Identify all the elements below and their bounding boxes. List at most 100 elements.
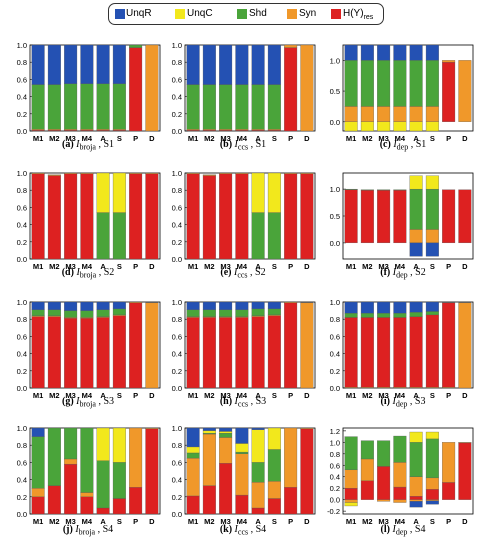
bar-segment <box>425 188 439 230</box>
bar-segment <box>442 60 456 63</box>
bar-segment <box>202 433 216 486</box>
bar-segment <box>251 44 265 85</box>
bar-segment <box>31 496 45 515</box>
x-tick-label: A <box>255 134 261 143</box>
x-tick-label: D <box>462 517 468 526</box>
x-tick-label: S <box>430 134 435 143</box>
bar-segment-negative <box>344 499 358 503</box>
x-tick-label: M4 <box>82 134 93 143</box>
panel-caption: (g) Ibroja , S3 <box>62 396 114 409</box>
bar-segment <box>409 229 423 244</box>
x-tick-label: M4 <box>395 517 406 526</box>
bar-segment <box>251 482 265 509</box>
legend-swatch-shd <box>237 9 247 19</box>
y-tick-label: -0.2 <box>327 507 340 516</box>
x-tick-label: M1 <box>346 134 356 143</box>
bar-segment <box>219 309 233 317</box>
y-tick-label: 0.8 <box>17 315 27 324</box>
bar-segment <box>129 487 143 515</box>
bar-segment <box>235 84 249 130</box>
x-tick-label: M3 <box>220 134 230 143</box>
panel-frame <box>342 427 474 515</box>
x-tick-label: M1 <box>33 517 43 526</box>
bar-segment <box>377 60 391 107</box>
bar-segment <box>47 174 61 176</box>
y-tick-label: 0.8 <box>172 315 182 324</box>
bar-segment <box>360 317 374 388</box>
bar-segment <box>96 507 110 515</box>
y-tick-label: 0.2 <box>172 367 182 376</box>
bar-segment <box>300 427 314 430</box>
x-tick-label: D <box>304 134 310 143</box>
bar-segment <box>344 106 358 122</box>
bar-segment <box>344 60 358 107</box>
bar-segment <box>202 84 216 130</box>
bar-segment <box>409 496 423 500</box>
y-tick-label: 0.2 <box>17 367 27 376</box>
bar-segment <box>409 106 423 122</box>
panel-caption: (i) Idep , S3 <box>381 396 426 409</box>
y-tick-label: 0.5 <box>330 87 340 96</box>
bar-segment-negative <box>393 499 407 503</box>
x-tick-label: S <box>430 262 435 271</box>
x-tick-label: A <box>100 134 106 143</box>
legend-swatch-unqr <box>115 9 125 19</box>
bar-segment <box>235 451 249 454</box>
x-tick-label: M2 <box>362 134 372 143</box>
bar-segment <box>344 44 358 61</box>
x-tick-label: S <box>430 517 435 526</box>
legend-label-unqc: UnqC <box>187 8 213 19</box>
x-tick-label: A <box>255 517 261 526</box>
y-tick-label: 1.0 <box>17 41 27 50</box>
y-tick-label: 0.6 <box>17 458 27 467</box>
bar-segment <box>112 308 126 316</box>
x-tick-label: M4 <box>82 517 93 526</box>
y-tick-label: 1.0 <box>330 438 340 447</box>
bar-segment <box>186 427 200 448</box>
bar-segment <box>284 301 298 304</box>
panel-caption: (d) Ibroja , S2 <box>62 267 115 280</box>
y-tick-label: 0.4 <box>17 476 27 485</box>
bar-segment <box>31 436 45 489</box>
bar-segment <box>235 301 249 310</box>
bar-segment <box>284 47 298 132</box>
bar-segment-negative <box>409 499 423 502</box>
x-tick-label: M3 <box>65 391 75 400</box>
panel-frame <box>29 172 161 260</box>
bar-segment <box>360 480 374 500</box>
bar-segment <box>425 229 439 244</box>
y-tick-label: 0.4 <box>172 221 182 230</box>
x-tick-label: M2 <box>49 517 59 526</box>
bar-segment <box>267 498 281 515</box>
y-tick-label: 0.6 <box>172 458 182 467</box>
bar-segment <box>145 173 159 260</box>
bar-segment <box>186 173 200 260</box>
bar-segment <box>219 437 233 464</box>
bar-segment <box>31 173 45 260</box>
x-tick-label: M3 <box>65 517 75 526</box>
y-tick-label: 1.0 <box>172 298 182 307</box>
bar-segment <box>251 212 265 260</box>
bar-segment <box>31 84 45 130</box>
x-tick-label: P <box>133 262 138 271</box>
x-tick-label: D <box>462 262 468 271</box>
y-tick-label: 0.2 <box>17 110 27 119</box>
y-tick-label: 0.2 <box>172 110 182 119</box>
bar-segment <box>202 430 216 434</box>
y-tick-label: 0.2 <box>330 484 340 493</box>
bar-segment <box>235 44 249 85</box>
x-tick-label: A <box>413 134 419 143</box>
bar-segment <box>80 44 94 84</box>
x-tick-label: S <box>272 134 277 143</box>
bar-segment <box>47 84 61 130</box>
bar-segment <box>360 313 374 318</box>
panel-b: 0.0 0.2 0.4 0.6 0.8 1.0 M1 M2 M3 M4 A S P D (b) Iccs ,… <box>172 41 316 152</box>
bar-segment <box>186 446 200 454</box>
y-tick-label: 0.5 <box>330 212 340 221</box>
bar-segment <box>425 477 439 490</box>
bar-segment <box>442 482 456 500</box>
bar-segment <box>129 302 143 389</box>
panel-frame <box>184 172 316 260</box>
x-tick-label: S <box>117 517 122 526</box>
bar-segment <box>129 301 143 304</box>
